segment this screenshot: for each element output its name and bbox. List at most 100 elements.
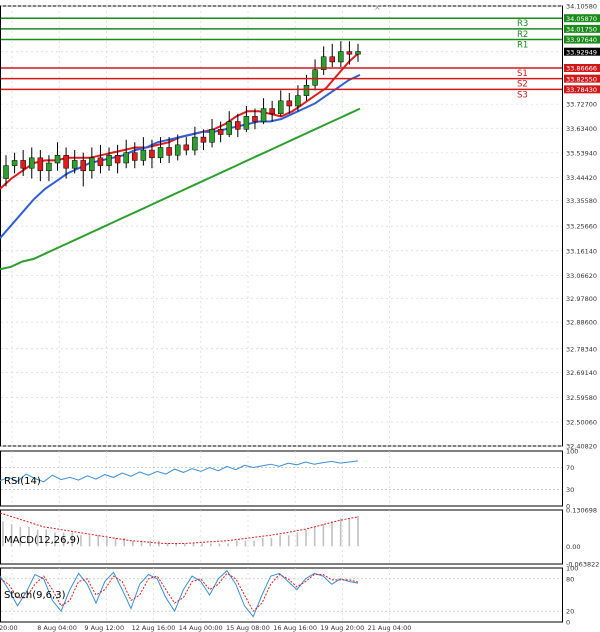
x-tick-label: 21 Aug 04:00 bbox=[368, 624, 412, 632]
candle-body bbox=[106, 154, 112, 166]
candle-body bbox=[29, 157, 35, 169]
candle-body bbox=[260, 108, 267, 122]
x-tick-label: 7 Aug 20:00 bbox=[0, 624, 18, 632]
candle-body bbox=[312, 69, 318, 86]
macd-tick: 0.130698 bbox=[566, 507, 597, 515]
rsi-line bbox=[0, 460, 359, 483]
level-tag-r2 bbox=[564, 24, 600, 33]
rsi-tick: 30 bbox=[566, 486, 574, 494]
panel-frame-1 bbox=[0, 450, 563, 507]
candle-body bbox=[183, 144, 190, 151]
candle-body bbox=[346, 51, 353, 55]
y-tick-label: 33.16140 bbox=[566, 247, 597, 255]
last-price-label: 33.92949 bbox=[566, 48, 597, 56]
candle-body bbox=[338, 51, 344, 63]
panel-frame-3 bbox=[0, 567, 563, 623]
y-tick-label: 33.06620 bbox=[566, 272, 597, 280]
rsi-title: RSI(14) bbox=[4, 476, 41, 487]
rsi-tick: 100 bbox=[566, 448, 578, 456]
candle-body bbox=[20, 160, 26, 169]
y-tick-label: 33.44420 bbox=[566, 174, 597, 182]
candle-body bbox=[140, 149, 147, 161]
macd-signal-line bbox=[0, 512, 359, 544]
y-tick-label: 33.63400 bbox=[566, 125, 597, 133]
candle-body bbox=[200, 136, 207, 143]
close-icon: × bbox=[374, 3, 381, 12]
candle-body bbox=[46, 162, 52, 172]
candle-body bbox=[174, 144, 181, 156]
candle-body bbox=[295, 95, 301, 107]
chart-panels: 34.10580 33.72700 33.63400 33.53940 33.44420… bbox=[0, 3, 600, 632]
candle-body bbox=[11, 160, 18, 166]
ma-line-2 bbox=[0, 107, 361, 271]
level-name-s1: S1 bbox=[517, 69, 528, 79]
level-value-s1: 33.86666 bbox=[566, 65, 597, 73]
candle-body bbox=[63, 154, 69, 169]
y-tick-label: 32.59580 bbox=[566, 394, 597, 402]
x-tick-label: 16 Aug 16:00 bbox=[273, 624, 317, 632]
candle-body bbox=[54, 154, 61, 164]
candle-body bbox=[303, 85, 310, 96]
x-tick-label: 9 Aug 12:00 bbox=[84, 624, 124, 632]
candle-body bbox=[37, 157, 44, 172]
candle-body bbox=[355, 51, 361, 55]
rsi-tick: 0 bbox=[566, 503, 570, 511]
level-name-r1: R1 bbox=[517, 41, 528, 51]
x-tick-label: 8 Aug 04:00 bbox=[37, 624, 77, 632]
candle-body bbox=[157, 147, 164, 159]
candle-body bbox=[71, 160, 78, 169]
stoch-tick: 0 bbox=[566, 619, 570, 627]
level-value-r1: 33.97640 bbox=[566, 36, 597, 44]
level-value-s2: 33.82550 bbox=[566, 75, 597, 83]
level-tag-s1 bbox=[564, 63, 600, 72]
level-tag-s3 bbox=[564, 85, 600, 94]
candle-body bbox=[123, 152, 129, 164]
candle-body bbox=[97, 157, 104, 166]
y-tick-label: 32.88600 bbox=[566, 319, 597, 327]
y-tick-label: 32.40820 bbox=[566, 443, 597, 451]
x-tick-label: 12 Aug 16:00 bbox=[132, 624, 176, 632]
y-tick-label: 34.10580 bbox=[566, 3, 597, 11]
y-tick-label: 33.25660 bbox=[566, 223, 597, 231]
candle-body bbox=[80, 160, 87, 172]
level-name-s2: S2 bbox=[517, 80, 528, 90]
candle-body bbox=[89, 157, 95, 172]
macd-tick: -0.063822 bbox=[566, 561, 599, 569]
candle-body bbox=[166, 147, 172, 156]
level-name-r3: R3 bbox=[517, 19, 528, 29]
candle-body bbox=[320, 56, 327, 70]
candle-body bbox=[209, 129, 215, 143]
panel-frame-2 bbox=[0, 509, 563, 565]
last-price-tag bbox=[564, 47, 600, 56]
candle-body bbox=[329, 56, 335, 63]
level-value-s3: 33.78430 bbox=[566, 86, 597, 94]
candle-body bbox=[277, 100, 284, 115]
candle-body bbox=[235, 121, 241, 130]
stoch-tick: 100 bbox=[566, 565, 578, 573]
level-name-r2: R2 bbox=[517, 30, 528, 40]
y-tick-label: 32.69140 bbox=[566, 369, 597, 377]
candle-body bbox=[286, 100, 293, 107]
stoch-d-line bbox=[0, 572, 359, 613]
candle-body bbox=[226, 121, 232, 135]
stoch-tick: 20 bbox=[566, 608, 574, 616]
y-tick-label: 33.53940 bbox=[566, 149, 597, 157]
candle-body bbox=[269, 108, 275, 115]
candle-body bbox=[243, 116, 250, 130]
y-tick-label: 33.35580 bbox=[566, 197, 597, 205]
candle-body bbox=[217, 129, 224, 135]
candle-body bbox=[192, 136, 198, 151]
x-tick-label: 15 Aug 08:00 bbox=[226, 624, 270, 632]
y-tick-label: 32.50060 bbox=[566, 419, 597, 427]
stoch-tick: 80 bbox=[566, 575, 574, 583]
level-tag-r3 bbox=[564, 14, 600, 23]
macd-tick: 0.00 bbox=[566, 543, 580, 551]
stoch-title: Stoch(9,6,3) bbox=[4, 590, 66, 601]
y-tick-label: 32.78340 bbox=[566, 345, 597, 353]
rsi-tick: 70 bbox=[566, 464, 574, 472]
level-value-r3: 34.05870 bbox=[566, 15, 597, 23]
candle-body bbox=[132, 152, 138, 161]
candle-body bbox=[114, 154, 121, 164]
level-value-r2: 34.01750 bbox=[566, 25, 597, 33]
